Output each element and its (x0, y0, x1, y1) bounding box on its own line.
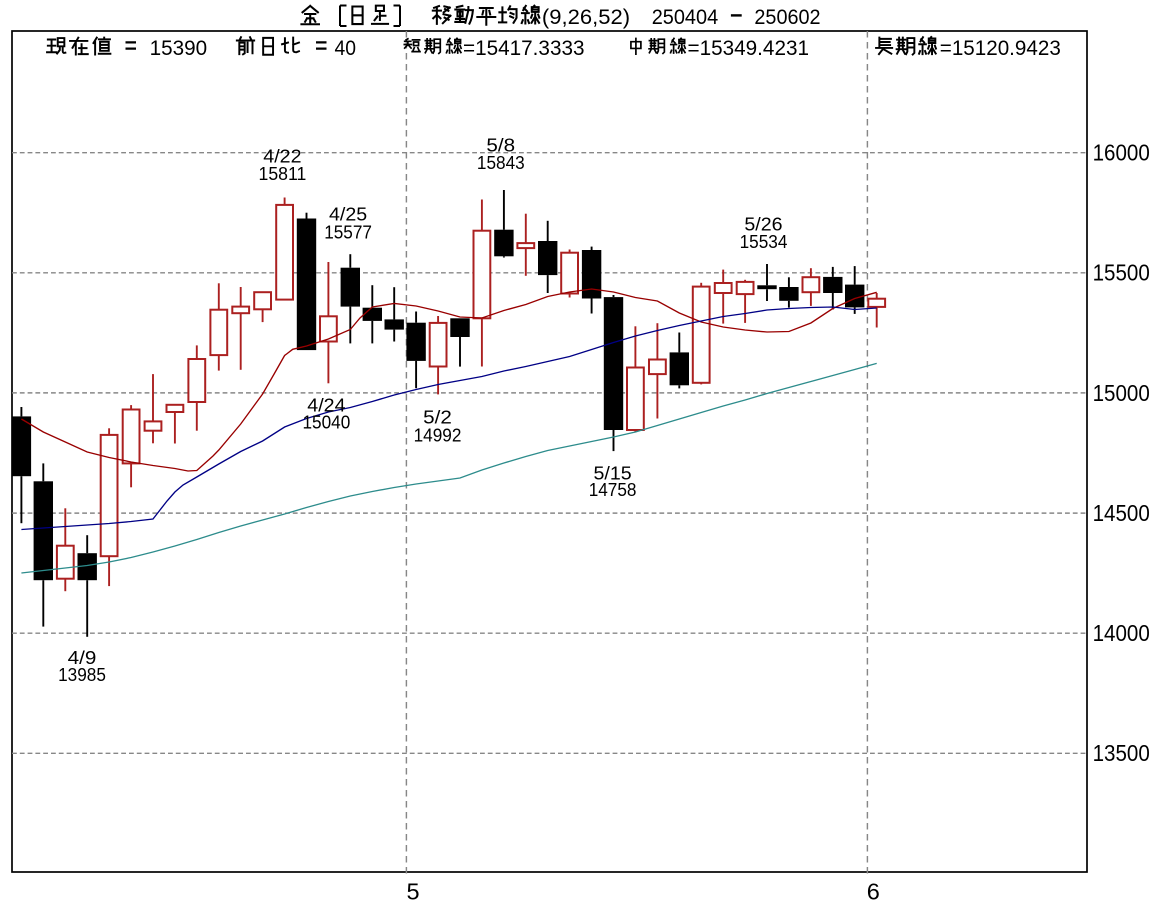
svg-text:13500: 13500 (1093, 740, 1150, 766)
svg-text:5: 5 (406, 878, 419, 902)
svg-text:6: 6 (867, 878, 880, 902)
svg-text:=15120.9423: =15120.9423 (940, 37, 1061, 60)
svg-text:4/24: 4/24 (307, 395, 345, 415)
svg-text:4/9: 4/9 (68, 648, 97, 668)
svg-text:5/8: 5/8 (486, 135, 515, 155)
svg-text:14992: 14992 (414, 426, 462, 446)
svg-text:250602: 250602 (754, 6, 820, 29)
svg-text:5/26: 5/26 (744, 215, 782, 235)
svg-text:=15349.4231: =15349.4231 (688, 37, 810, 60)
svg-text:5/2: 5/2 (423, 408, 452, 428)
svg-text:15811: 15811 (259, 164, 307, 184)
svg-text:15500: 15500 (1093, 260, 1150, 286)
svg-text:15577: 15577 (324, 222, 372, 242)
svg-text:14000: 14000 (1093, 620, 1150, 646)
svg-text:16000: 16000 (1093, 140, 1150, 166)
svg-text:14500: 14500 (1093, 500, 1150, 526)
svg-text:14758: 14758 (589, 480, 637, 500)
svg-text:4/22: 4/22 (263, 146, 301, 166)
svg-text:40: 40 (335, 37, 357, 60)
svg-text:15040: 15040 (303, 413, 351, 433)
svg-text:15390: 15390 (150, 37, 208, 60)
svg-text:15843: 15843 (477, 153, 525, 173)
svg-text:=15417.3333: =15417.3333 (463, 37, 585, 60)
svg-text:5/15: 5/15 (594, 463, 632, 483)
svg-text:250404: 250404 (652, 6, 719, 29)
svg-text:4/25: 4/25 (329, 205, 367, 225)
svg-text:15000: 15000 (1093, 380, 1150, 406)
svg-text:15534: 15534 (740, 232, 788, 252)
svg-text:(9,26,52): (9,26,52) (542, 6, 630, 29)
svg-text:13985: 13985 (58, 665, 106, 685)
